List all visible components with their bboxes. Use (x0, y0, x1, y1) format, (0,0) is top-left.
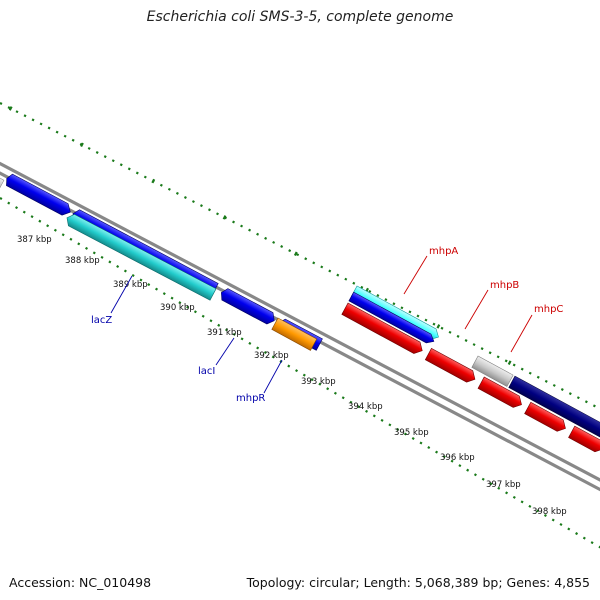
red-gene-track (341, 302, 600, 455)
leader-mhpB (464, 289, 489, 330)
navy-gene-track (471, 355, 600, 445)
gene-feature[interactable] (471, 355, 514, 387)
gene-mhpB[interactable] (424, 347, 478, 385)
outer-major-ticks (8, 106, 512, 365)
outer-scale-track (0, 102, 600, 422)
genome-summary-text: Topology: circular; Length: 5,068,389 bp… (246, 575, 590, 590)
grey-gene-left (0, 175, 5, 192)
tick-label: 394 kbp (348, 402, 383, 412)
label-mhpA[interactable]: mhpA (429, 246, 458, 257)
gene-feature[interactable] (524, 401, 569, 434)
tick-label: 392 kbp (254, 351, 289, 361)
gene-feature[interactable] (508, 375, 600, 445)
label-mhpC[interactable]: mhpC (534, 304, 563, 315)
gene-feature[interactable] (0, 175, 5, 192)
gene-feature[interactable] (568, 425, 600, 455)
tick-label: 397 kbp (486, 480, 521, 490)
leader-lacZ (110, 275, 133, 314)
lacZ-track (64, 212, 217, 301)
label-lacI[interactable]: lacI (198, 366, 215, 377)
gene-feature[interactable] (4, 173, 74, 218)
tick-label: 393 kbp (301, 377, 336, 387)
tick-label: 388 kbp (65, 256, 100, 266)
tick-label: 396 kbp (440, 453, 475, 463)
label-mhpB[interactable]: mhpB (490, 280, 519, 291)
tick-label: 387 kbp (17, 235, 52, 245)
gene-labels: lacZ lacI mhpR mhpA mhpB mhpC (91, 246, 563, 404)
gene-feature[interactable] (348, 291, 436, 346)
gene-mhpR[interactable] (271, 317, 318, 351)
leader-mhpA (403, 255, 428, 295)
gene-feature[interactable] (218, 287, 277, 327)
mhpR-track (271, 317, 318, 351)
label-leaders (110, 255, 533, 394)
tick-label: 398 kbp (532, 507, 567, 517)
tick-label: 391 kbp (207, 328, 242, 338)
tick-label: 389 kbp (113, 280, 148, 290)
tick-labels: 387 kbp 388 kbp 389 kbp 390 kbp 391 kbp … (17, 235, 567, 517)
gene-mhpC[interactable] (477, 376, 525, 410)
leader-mhpR (263, 359, 283, 394)
label-mhpR[interactable]: mhpR (236, 393, 265, 404)
tick-label: 390 kbp (160, 303, 195, 313)
accession-text: Accession: NC_010498 (9, 575, 152, 590)
leader-mhpC (510, 314, 533, 353)
genome-backbone (0, 151, 600, 498)
mhpA-track (348, 285, 439, 346)
gene-feature[interactable] (341, 302, 426, 356)
backbone-outer (0, 151, 600, 491)
label-lacZ[interactable]: lacZ (91, 315, 112, 326)
tick-label: 395 kbp (394, 428, 429, 438)
gene-lacZ[interactable] (64, 212, 217, 301)
leader-lacI (215, 337, 235, 366)
map-title: Escherichia coli SMS-3-5, complete genom… (146, 9, 454, 25)
